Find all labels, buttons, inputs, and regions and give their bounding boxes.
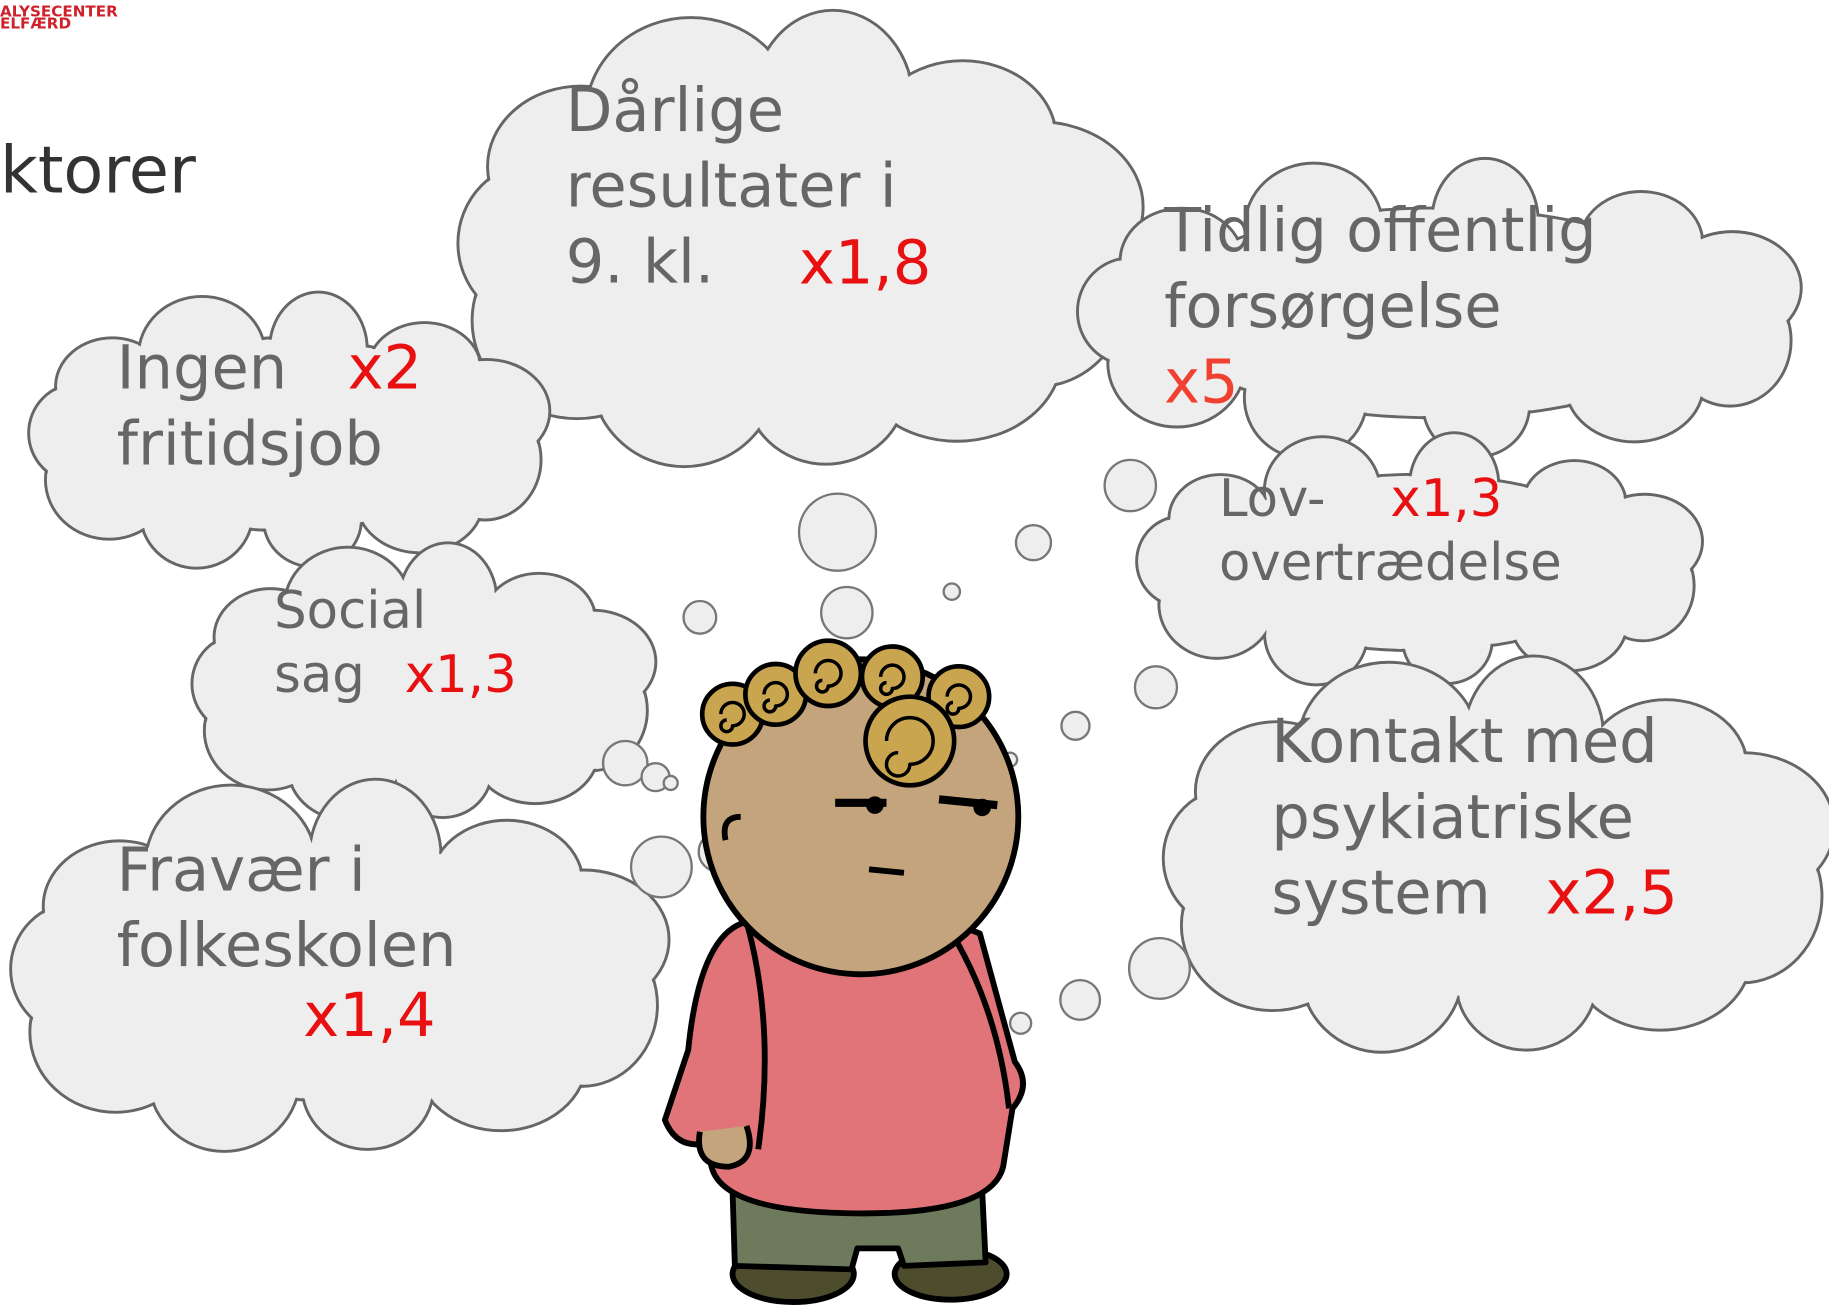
cloud-fill: [935, 123, 1142, 291]
cloud-text: Fravær i: [117, 835, 366, 905]
cloud-fill: [265, 474, 360, 565]
cloud-text: resultater i: [566, 152, 897, 222]
cloud-fill: [853, 269, 1061, 440]
cloud-text: psykiatriske: [1271, 783, 1634, 853]
cloud-fill: [400, 544, 496, 656]
cloud-fill: [1465, 657, 1603, 818]
cloud-fill: [1567, 329, 1702, 441]
risk-factor: x1,3: [1390, 469, 1502, 529]
cloud-fill: [395, 725, 491, 816]
cloud-fill: [1570, 880, 1750, 1029]
cloud-fill: [1266, 584, 1366, 684]
cloud-fill: [587, 19, 794, 211]
cloud-text: overtrædelse: [1219, 533, 1562, 593]
cloud-text: Dårlige: [566, 76, 784, 146]
cloud-fill: [499, 871, 668, 1008]
cloud-text: 9. kl.: [566, 228, 714, 298]
cloud-fill: [1246, 338, 1366, 457]
cloud-fill: [1588, 495, 1701, 587]
cloud-fill: [286, 548, 410, 664]
cloud-fill: [473, 700, 598, 802]
risk-factor: x1,8: [799, 229, 931, 299]
cloud-fill: [1246, 164, 1382, 290]
slide-title: ktorer: [0, 133, 196, 209]
cloud-text: Lov-: [1219, 469, 1326, 529]
cloud-text: folkeskolen: [117, 911, 457, 981]
cloud-text: Social: [274, 581, 426, 641]
cloud-fill: [271, 293, 366, 405]
cloud-fill: [1512, 576, 1626, 670]
cloud-text: sag: [274, 645, 365, 705]
risk-factor: x1,3: [405, 645, 517, 705]
cloud-fill: [357, 449, 482, 552]
cloud-fill: [1654, 754, 1829, 900]
cloud-fill: [1121, 209, 1242, 313]
cloud-fill: [57, 339, 168, 434]
cloud-fill: [1170, 476, 1271, 562]
cloud-text: fritidsjob: [117, 410, 383, 480]
cloud-text: Tidlig offentlig: [1163, 196, 1597, 266]
logo-text: ELFÆRD: [0, 14, 71, 32]
cloud-fill: [424, 361, 549, 462]
cloud-fill: [1266, 438, 1379, 543]
cloud-fill: [1433, 160, 1537, 281]
cloud-fill: [530, 611, 655, 712]
risk-factor: x5: [1164, 348, 1238, 418]
cloud-text: Kontakt med: [1271, 707, 1657, 777]
thought-bubbles: [601, 458, 1191, 1035]
cloud-fill: [1665, 233, 1800, 343]
logo-text: ALYSECENTER: [0, 3, 118, 21]
cloud-fill: [417, 990, 586, 1129]
cloud-fill: [311, 780, 440, 932]
risk-factor: x2: [348, 334, 422, 404]
cloud-text: forsørgelse: [1164, 272, 1502, 342]
cloud-fill: [1424, 356, 1528, 456]
cloud-fill: [1457, 917, 1595, 1049]
cloud-text: Ingen: [117, 334, 288, 404]
cloud-fill: [140, 298, 264, 413]
cloud-fill: [746, 310, 905, 463]
cloud-fill: [1411, 434, 1498, 536]
cloud-fill: [1404, 599, 1491, 682]
cloud-fill: [303, 1024, 433, 1148]
person: [661, 638, 1026, 1305]
cloud-fill: [147, 786, 315, 942]
risk-factor: x1,4: [303, 981, 435, 1051]
cloud-fill: [1299, 663, 1478, 830]
risk-factor: x2,5: [1546, 859, 1678, 929]
cloud-text: system: [1271, 859, 1490, 929]
